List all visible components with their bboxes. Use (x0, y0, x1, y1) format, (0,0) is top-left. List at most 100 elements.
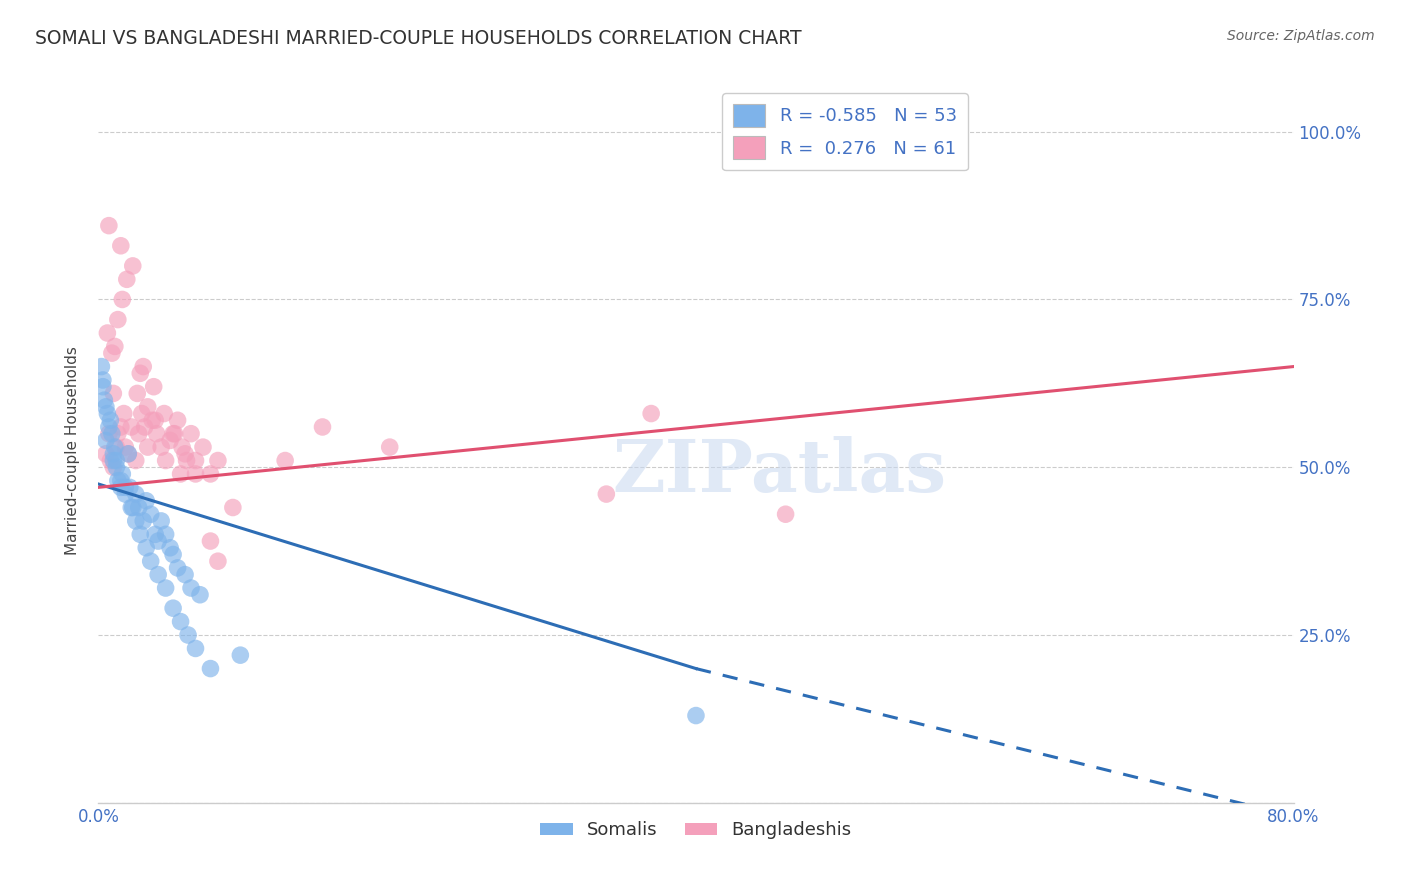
Point (159, 541, 181, 555)
Point (112, 407, 135, 421)
Point (107, 312, 129, 326)
Point (150, 440, 173, 454)
Point (104, 339, 127, 353)
Point (103, 447, 125, 461)
Point (105, 453, 128, 467)
Point (98, 453, 122, 467)
Point (141, 413, 163, 427)
Point (96, 326, 118, 340)
Point (91, 373, 114, 387)
Point (114, 440, 136, 454)
Point (200, 467, 222, 481)
Point (143, 527, 166, 541)
Point (184, 641, 207, 656)
Point (97, 426, 120, 441)
Point (775, 507, 797, 521)
Point (117, 447, 139, 461)
Point (115, 272, 138, 286)
Point (110, 239, 132, 253)
Point (107, 426, 129, 441)
Point (162, 601, 184, 615)
Point (207, 554, 229, 568)
Point (229, 648, 252, 662)
Point (174, 447, 197, 461)
Point (169, 467, 191, 481)
Point (129, 527, 152, 541)
Point (101, 426, 124, 441)
Point (162, 426, 184, 441)
Text: ZIPatlas: ZIPatlas (613, 436, 946, 507)
Point (143, 413, 166, 427)
Point (128, 426, 150, 441)
Point (177, 628, 200, 642)
Point (125, 487, 148, 501)
Point (131, 407, 153, 421)
Point (96, 407, 118, 421)
Point (200, 534, 222, 549)
Point (121, 500, 143, 515)
Point (174, 567, 197, 582)
Point (184, 453, 207, 467)
Point (311, 420, 333, 434)
Point (125, 514, 148, 528)
Point (155, 453, 177, 467)
Point (685, 708, 707, 723)
Point (104, 440, 127, 454)
Point (114, 487, 136, 501)
Point (111, 467, 134, 481)
Point (103, 453, 125, 467)
Point (98, 413, 122, 427)
Point (128, 500, 150, 515)
Y-axis label: Married-couple Households: Married-couple Households (65, 346, 80, 555)
Point (94, 447, 117, 461)
Point (176, 453, 198, 467)
Point (132, 359, 155, 374)
Point (120, 420, 142, 434)
Text: SOMALI VS BANGLADESHI MARRIED-COUPLE HOUSEHOLDS CORRELATION CHART: SOMALI VS BANGLADESHI MARRIED-COUPLE HOU… (35, 29, 801, 47)
Point (135, 493, 157, 508)
Point (169, 615, 191, 629)
Point (640, 407, 662, 421)
Point (153, 407, 176, 421)
Point (97, 219, 120, 233)
Point (155, 527, 177, 541)
Point (166, 413, 188, 427)
Point (129, 366, 152, 380)
Point (148, 567, 170, 582)
Point (222, 500, 245, 515)
Point (110, 480, 132, 494)
Point (97, 420, 120, 434)
Point (378, 440, 401, 454)
Point (134, 420, 156, 434)
Point (595, 487, 617, 501)
Legend: Somalis, Bangladeshis: Somalis, Bangladeshis (533, 814, 859, 847)
Point (121, 259, 143, 273)
Point (180, 426, 202, 441)
Point (120, 500, 142, 515)
Point (107, 474, 129, 488)
Point (274, 453, 297, 467)
Point (200, 662, 222, 676)
Point (105, 460, 128, 475)
Point (110, 420, 132, 434)
Point (103, 386, 125, 401)
Point (155, 581, 177, 595)
Point (139, 507, 162, 521)
Point (908, 131, 931, 145)
Point (136, 440, 159, 454)
Point (136, 400, 159, 414)
Point (125, 453, 148, 467)
Point (148, 534, 170, 549)
Point (159, 434, 181, 448)
Point (207, 453, 229, 467)
Point (139, 554, 162, 568)
Point (94, 400, 117, 414)
Point (110, 474, 132, 488)
Point (180, 581, 202, 595)
Point (114, 480, 136, 494)
Point (117, 447, 139, 461)
Point (166, 561, 188, 575)
Point (101, 346, 124, 360)
Text: Source: ZipAtlas.com: Source: ZipAtlas.com (1227, 29, 1375, 43)
Point (127, 386, 149, 401)
